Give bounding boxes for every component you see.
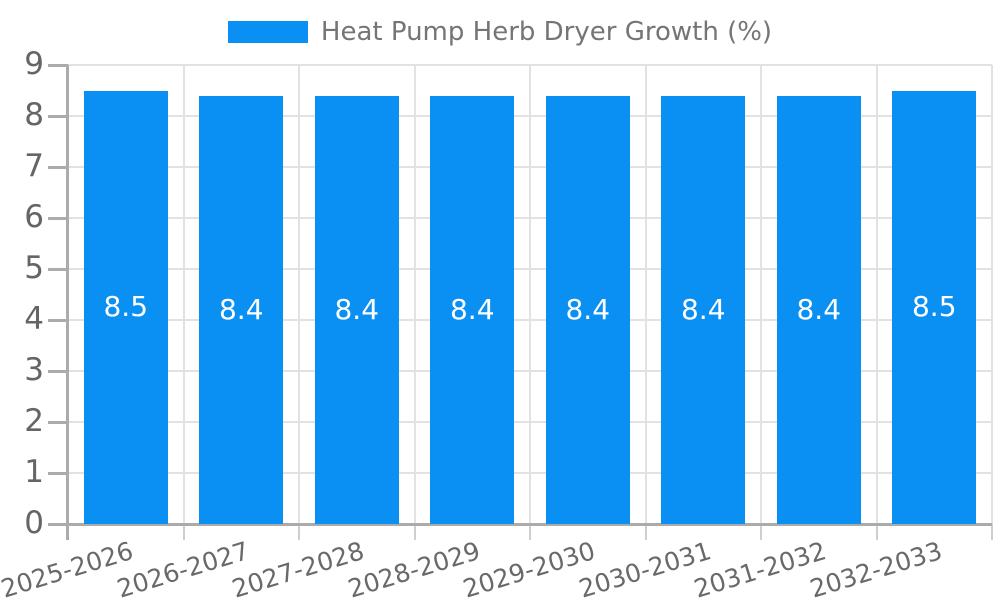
x-tick [760, 524, 762, 540]
bar-value-label: 8.5 [103, 290, 149, 324]
y-tick [48, 370, 68, 373]
x-tick-label: 2026-2027 [113, 536, 253, 600]
bar-value-label: 8.4 [565, 292, 611, 326]
bar [661, 95, 746, 524]
x-gridline [644, 65, 647, 524]
y-tick-label: 1 [24, 454, 44, 490]
x-tick-label: 2027-2028 [229, 536, 368, 600]
x-tick [875, 524, 878, 540]
legend-swatch [227, 21, 308, 43]
y-tick-label: 0 [24, 505, 44, 541]
x-tick [413, 524, 416, 540]
bar-value-label: 8.4 [218, 292, 264, 326]
bar-value-label: 8.4 [796, 292, 842, 326]
y-tick-label: 7 [24, 148, 44, 184]
y-tick [48, 166, 68, 169]
bar [776, 95, 861, 524]
bar-value-label: 8.4 [449, 292, 495, 326]
x-tick-label: 2029-2030 [460, 536, 599, 600]
bar [430, 95, 515, 524]
x-gridline [298, 65, 300, 524]
x-tick-label: 2032-2033 [806, 536, 946, 600]
x-tick-label: 2030-2031 [575, 536, 715, 600]
bar [892, 90, 977, 524]
x-tick-label: 2025-2026 [0, 536, 137, 600]
y-tick [48, 64, 68, 67]
x-gridline [991, 65, 993, 524]
y-tick [48, 217, 68, 220]
x-gridline [875, 65, 878, 524]
legend: Heat Pump Herb Dryer Growth (%) [0, 18, 1000, 46]
bar [545, 95, 630, 524]
bar-value-label: 8.4 [680, 292, 726, 326]
y-tick-label: 4 [24, 301, 44, 337]
x-tick-label: 2031-2032 [691, 536, 830, 600]
x-gridline [760, 65, 762, 524]
bar [199, 95, 284, 524]
x-tick-label: 2028-2029 [344, 536, 484, 600]
x-gridline [413, 65, 416, 524]
y-tick-label: 2 [24, 403, 44, 439]
legend-label: Heat Pump Herb Dryer Growth (%) [320, 17, 773, 47]
y-tick [48, 421, 68, 424]
bar-value-label: 8.4 [334, 292, 380, 326]
x-gridline [529, 65, 531, 524]
y-tick-label: 6 [24, 199, 44, 235]
x-tick [182, 524, 185, 540]
bar [314, 95, 399, 524]
x-tick [298, 524, 300, 540]
y-tick-label: 5 [24, 250, 44, 286]
y-tick [48, 472, 68, 475]
y-tick-label: 3 [24, 352, 44, 388]
x-axis-line [48, 523, 992, 526]
y-tick [48, 268, 68, 271]
x-tick [991, 524, 993, 540]
y-tick-label: 9 [24, 46, 44, 82]
y-tick-label: 8 [24, 97, 44, 133]
x-tick [529, 524, 531, 540]
x-gridline [182, 65, 185, 524]
bar [83, 90, 168, 524]
bar-value-label: 8.5 [911, 290, 957, 324]
y-tick [48, 319, 68, 322]
x-tick [644, 524, 647, 540]
y-axis-line [66, 65, 69, 540]
y-tick [48, 115, 68, 118]
